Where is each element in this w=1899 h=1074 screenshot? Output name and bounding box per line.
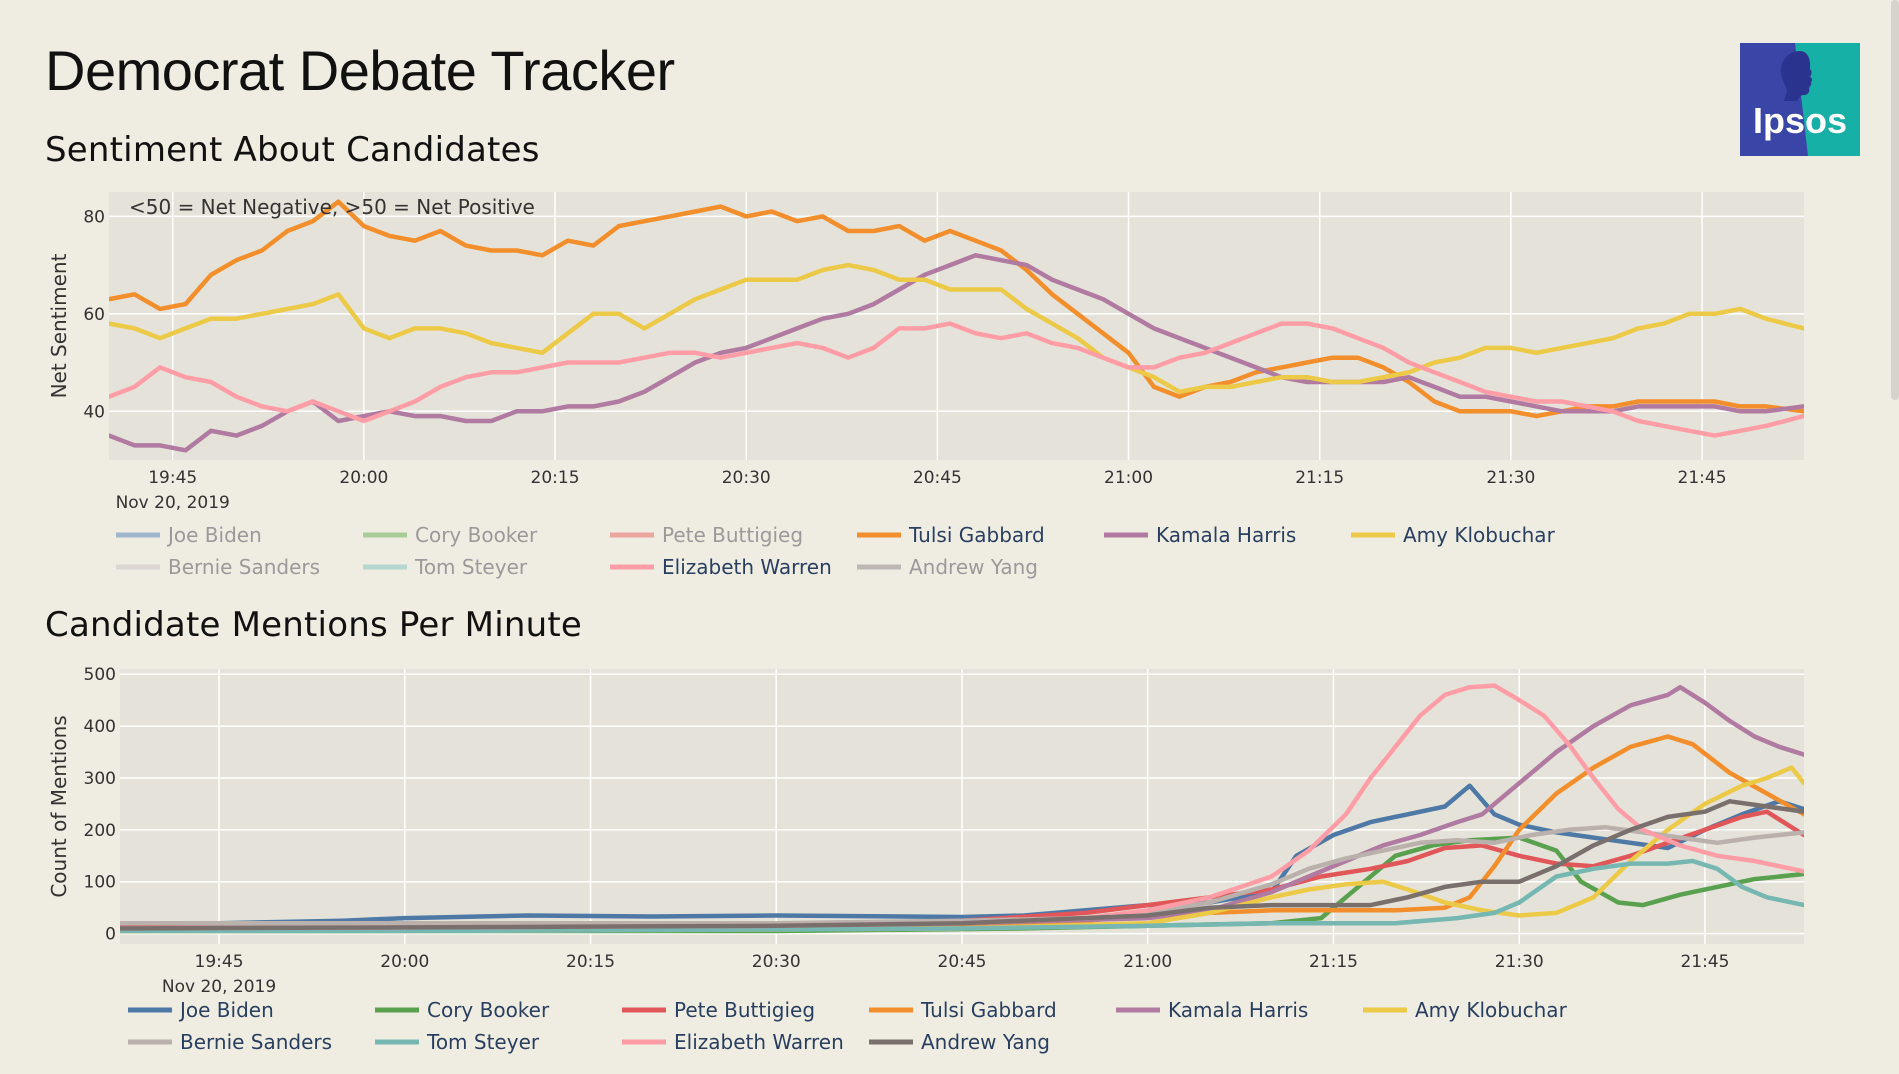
y-tick-label: 0 [105,925,116,945]
series-line-klobuchar[interactable] [109,262,1804,395]
x-tick-label: 21:30 [1495,952,1544,972]
y-axis-label: Count of Mentions [47,715,71,897]
legend-item-booker[interactable]: Cory Booker [363,523,538,547]
legend-item-klobuchar[interactable]: Amy Klobuchar [1363,998,1568,1022]
logo-text: Ipsos [1753,100,1847,141]
legend-item-biden[interactable]: Joe Biden [128,998,274,1022]
legend-label: Cory Booker [427,998,550,1022]
x-tick-label: 19:45 [195,952,244,972]
x-tick-label: 21:15 [1309,952,1358,972]
legend-label: Andrew Yang [921,1030,1050,1054]
legend-label: Kamala Harris [1168,998,1308,1022]
legend-item-yang[interactable]: Andrew Yang [857,555,1038,579]
legend-item-buttigieg[interactable]: Pete Buttigieg [610,523,803,547]
y-axis-label: Net Sentiment [47,253,71,398]
legend-label: Elizabeth Warren [674,1030,844,1054]
legend-item-warren[interactable]: Elizabeth Warren [622,1030,844,1054]
legend-label: Amy Klobuchar [1415,998,1568,1022]
x-tick-label: 20:15 [566,952,615,972]
legend-label: Tom Steyer [414,555,528,579]
legend-item-klobuchar[interactable]: Amy Klobuchar [1351,523,1556,547]
page-scrollbar[interactable] [1891,0,1899,400]
mentions-section-title: Candidate Mentions Per Minute [45,605,583,645]
x-tick-label: 21:30 [1486,468,1535,488]
legend-item-gabbard[interactable]: Tulsi Gabbard [857,523,1045,547]
legend-label: Tulsi Gabbard [920,998,1057,1022]
legend-label: Tom Steyer [426,1030,540,1054]
legend-item-booker[interactable]: Cory Booker [375,998,550,1022]
x-tick-label: 21:00 [1104,468,1153,488]
legend-label: Kamala Harris [1156,523,1296,547]
y-tick-label: 200 [84,821,116,841]
x-date-label: Nov 20, 2019 [116,493,230,513]
x-tick-label: 20:30 [752,952,801,972]
x-tick-label: 21:15 [1295,468,1344,488]
legend: Joe Biden Cory Booker Pete Buttigieg Tulsi … [116,523,1556,579]
legend-item-yang[interactable]: Andrew Yang [869,1030,1050,1054]
legend-label: Pete Buttigieg [662,523,803,547]
legend-item-warren[interactable]: Elizabeth Warren [610,555,832,579]
legend-label: Joe Biden [178,998,274,1022]
y-tick-label: 100 [84,873,116,893]
series-line-yang[interactable] [120,799,1804,931]
legend-item-buttigieg[interactable]: Pete Buttigieg [622,998,815,1022]
legend-label: Joe Biden [166,523,262,547]
y-tick-label: 300 [84,769,116,789]
legend-label: Andrew Yang [909,555,1038,579]
legend-item-steyer[interactable]: Tom Steyer [363,555,528,579]
y-tick-label: 40 [83,402,105,422]
ipsos-logo: Ipsos [1740,43,1860,156]
series-line-steyer[interactable] [120,858,1804,934]
x-tick-label: 20:00 [339,468,388,488]
y-tick-label: 400 [84,717,116,737]
y-tick-label: 500 [84,665,116,685]
legend-label: Bernie Sanders [168,555,320,579]
legend-item-harris[interactable]: Kamala Harris [1104,523,1296,547]
x-tick-label: 20:00 [380,952,429,972]
legend-item-steyer[interactable]: Tom Steyer [375,1030,540,1054]
legend-label: Bernie Sanders [180,1030,332,1054]
logo-head-silhouette-icon [1780,51,1813,101]
x-date-label: Nov 20, 2019 [162,977,276,997]
legend-item-sanders[interactable]: Bernie Sanders [116,555,320,579]
legend-label: Elizabeth Warren [662,555,832,579]
legend-item-biden[interactable]: Joe Biden [116,523,262,547]
legend-item-gabbard[interactable]: Tulsi Gabbard [869,998,1057,1022]
y-tick-label: 60 [83,305,105,325]
legend-label: Pete Buttigieg [674,998,815,1022]
x-tick-label: 20:30 [722,468,771,488]
legend-item-sanders[interactable]: Bernie Sanders [128,1030,332,1054]
legend-item-harris[interactable]: Kamala Harris [1116,998,1308,1022]
legend-label: Amy Klobuchar [1403,523,1556,547]
sentiment-section-title: Sentiment About Candidates [45,130,540,170]
series-group [109,199,1804,453]
legend: Joe Biden Cory Booker Pete Buttigieg Tulsi … [128,998,1568,1054]
mentions-chart: 19:45 20:00 20:15 20:30 20:45 21:00 21:15 21:30… [47,665,1804,1054]
series-line-gabbard[interactable] [109,199,1804,419]
chart-annotation: <50 = Net Negative, >50 = Net Positive [129,195,535,219]
series-line-biden[interactable] [120,783,1804,926]
legend-label: Cory Booker [415,523,538,547]
sentiment-chart: 19:45 20:00 20:15 20:30 20:45 21:00 21:15 21:30… [47,192,1804,579]
x-tick-label: 21:00 [1123,952,1172,972]
x-tick-label: 21:45 [1680,952,1729,972]
legend-label: Tulsi Gabbard [908,523,1045,547]
page-title: Democrat Debate Tracker [45,39,675,102]
series-line-warren[interactable] [109,321,1804,438]
y-tick-label: 80 [83,207,105,227]
x-tick-label: 20:15 [531,468,580,488]
series-group [120,683,1804,934]
x-tick-label: 20:45 [938,952,987,972]
x-tick-label: 21:45 [1678,468,1727,488]
x-tick-label: 20:45 [913,468,962,488]
x-tick-label: 19:45 [148,468,197,488]
